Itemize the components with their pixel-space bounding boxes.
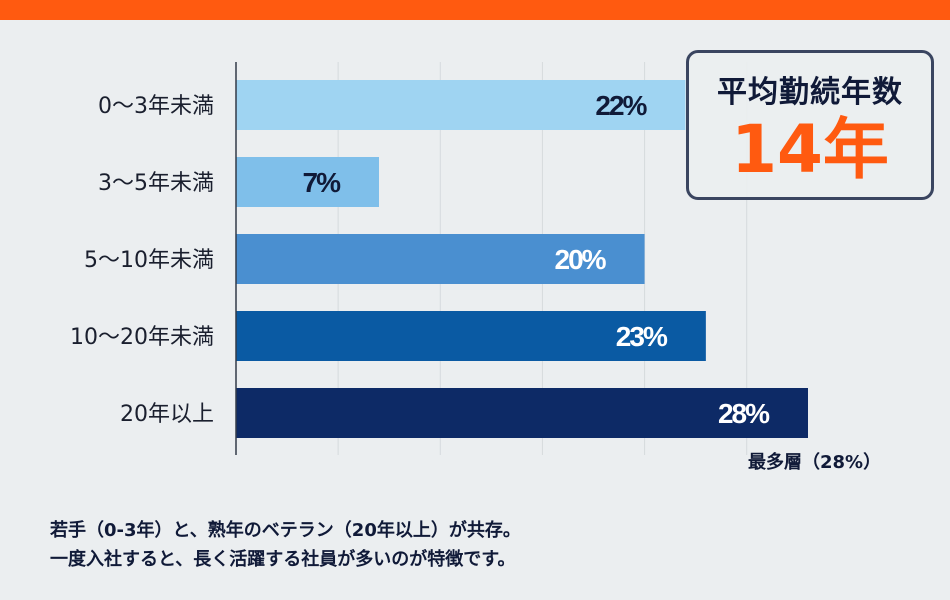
bar-value-label: 20% [555, 244, 607, 275]
category-label: 5〜10年未満 [84, 248, 214, 273]
bar [236, 157, 379, 207]
bar-value-label: 28% [718, 398, 770, 429]
bar-value-label: 23% [616, 321, 668, 352]
average-tenure-box: 平均勤続年数 14年 [686, 50, 934, 200]
category-label: 10〜20年未満 [70, 325, 214, 350]
category-label: 20年以上 [120, 402, 214, 427]
bar [236, 80, 686, 130]
top-accent-band [0, 0, 950, 20]
footer-text: 若手（0-3年）と、熟年のベテラン（20年以上）が共存。 一度入社すると、長く活… [50, 516, 521, 574]
category-label: 0〜3年未満 [98, 94, 214, 119]
bar-value-label: 7% [303, 167, 342, 198]
category-label: 3〜5年未満 [98, 171, 214, 196]
bar-value-label: 22% [595, 90, 647, 121]
footer-line: 若手（0-3年）と、熟年のベテラン（20年以上）が共存。 [50, 520, 521, 541]
bar [236, 388, 808, 438]
max-layer-annotation: 最多層（28%） [748, 452, 882, 473]
bar [236, 234, 645, 284]
footer-line: 一度入社すると、長く活躍する社員が多いのが特徴です。 [50, 549, 516, 570]
average-tenure-value: 14年 [731, 111, 889, 188]
average-tenure-title: 平均勤続年数 [717, 75, 903, 110]
bar [236, 311, 706, 361]
